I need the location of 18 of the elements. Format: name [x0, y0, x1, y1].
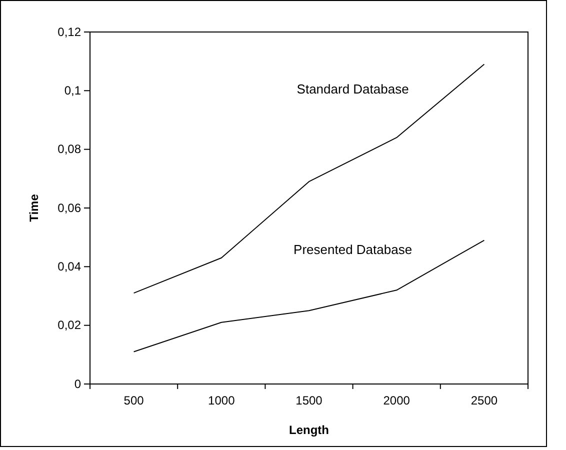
y-axis-title: Time: [27, 194, 41, 222]
y-tick-label: 0,04: [58, 260, 82, 274]
line-series: [133, 240, 485, 352]
series-label: Presented Database: [294, 242, 412, 258]
y-tick-label: 0: [74, 376, 82, 391]
y-tick-label: 0,12: [58, 24, 82, 39]
x-tick-label: 1000: [208, 394, 236, 408]
x-tick-label: 500: [124, 394, 144, 408]
series-label: Standard Database: [296, 82, 409, 97]
x-tick-label: 2500: [470, 394, 498, 408]
x-tick-label: 2000: [383, 394, 410, 408]
y-tick-label: 0,06: [58, 200, 82, 215]
line-series: [133, 64, 485, 294]
x-tick-label: 1500: [296, 394, 323, 408]
y-tick-label: 0,1: [64, 84, 82, 98]
y-tick-label: 0,08: [58, 142, 82, 156]
x-axis-title: Length: [289, 423, 329, 437]
y-tick-label: 0,02: [58, 318, 82, 332]
